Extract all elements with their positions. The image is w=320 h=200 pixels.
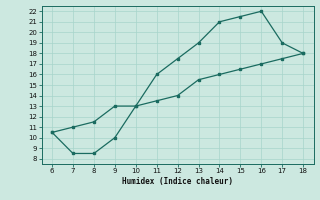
X-axis label: Humidex (Indice chaleur): Humidex (Indice chaleur) xyxy=(122,177,233,186)
